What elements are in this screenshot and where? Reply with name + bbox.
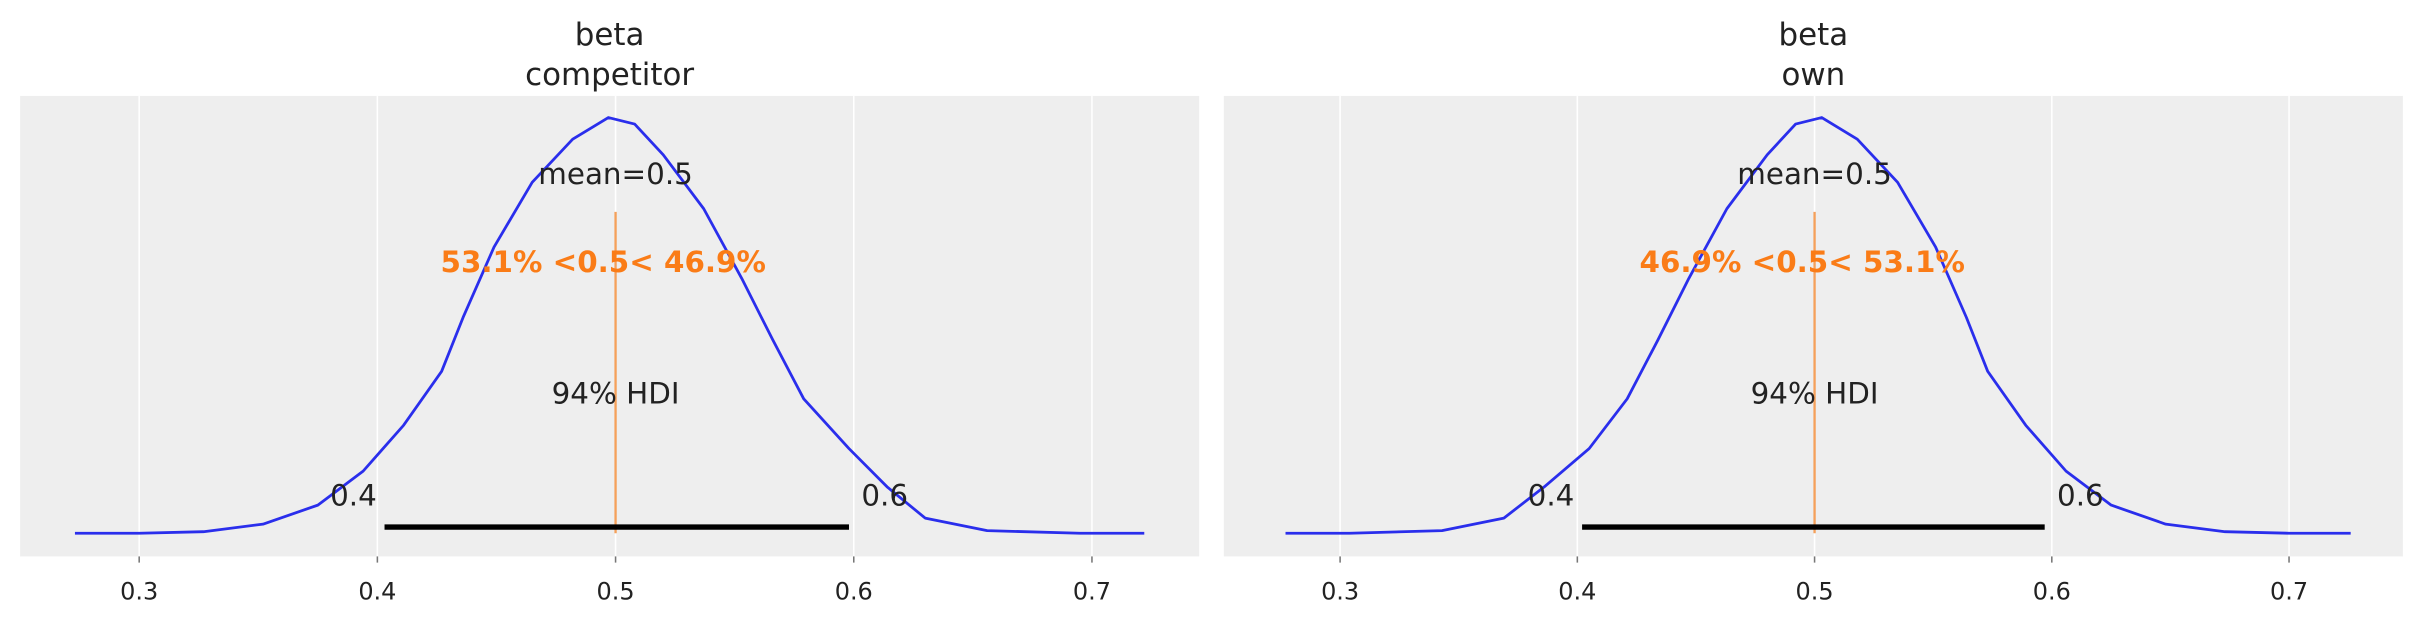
x-tick-label: 0.3 [120, 578, 158, 606]
x-tick-label: 0.6 [2033, 578, 2071, 606]
subplot-title-line-2: own [1782, 57, 1846, 93]
reference-value-label: 46.9% <0.5< 53.1% [1640, 245, 1965, 279]
x-tick-label: 0.4 [358, 578, 396, 606]
hdi-title: 94% HDI [552, 376, 680, 410]
x-tick-label: 0.6 [835, 578, 873, 606]
subplot-title-line-1: beta [1779, 17, 1849, 53]
x-tick-label: 0.4 [1558, 578, 1596, 606]
hdi-lower-label: 0.4 [330, 478, 377, 512]
subplot-own: 0.3 0.4 0.5 0.6 0.7 beta own mean=0.5 46.9% <0.5… [1223, 17, 2403, 606]
subplot-competitor: 0.3 0.4 0.5 0.6 0.7 beta competitor mean=0.5 53.… [20, 17, 1200, 606]
mean-label: mean=0.5 [538, 157, 693, 191]
x-tick-label: 0.7 [2270, 578, 2308, 606]
mean-label: mean=0.5 [1737, 157, 1892, 191]
hdi-title: 94% HDI [1751, 376, 1879, 410]
reference-value-label: 53.1% <0.5< 46.9% [441, 245, 766, 279]
x-tick-label: 0.5 [597, 578, 635, 606]
hdi-upper-label: 0.6 [2057, 478, 2104, 512]
hdi-lower-label: 0.4 [1528, 478, 1575, 512]
x-tick-label: 0.5 [1796, 578, 1834, 606]
subplot-title-line-2: competitor [525, 57, 694, 93]
x-tick-label: 0.7 [1073, 578, 1111, 606]
kde-curve [74, 116, 1145, 535]
hdi-upper-label: 0.6 [861, 478, 908, 512]
plot-area [20, 95, 1200, 557]
kde-curve [1285, 116, 2351, 535]
subplot-title-line-1: beta [575, 17, 645, 53]
x-tick-label: 0.3 [1321, 578, 1359, 606]
plot-area [1223, 95, 2403, 557]
